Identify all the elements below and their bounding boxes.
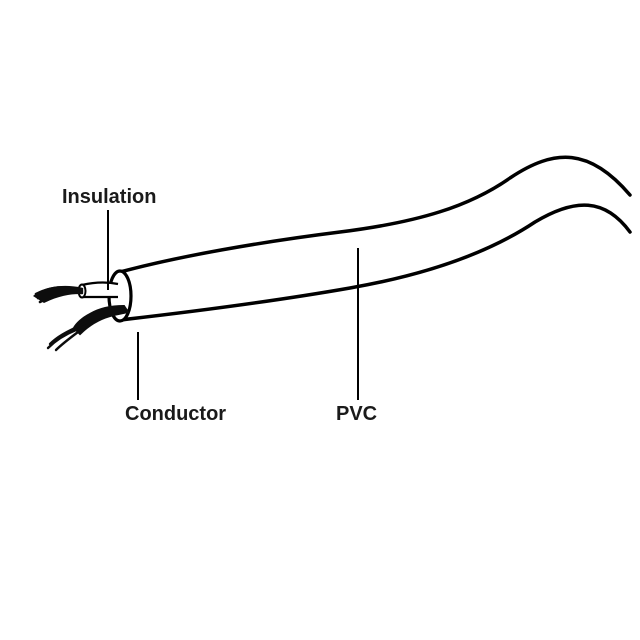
label-insulation: Insulation bbox=[62, 186, 156, 208]
label-pvc: PVC bbox=[336, 403, 377, 425]
upper-wire bbox=[33, 283, 118, 303]
jacket-bottom-edge bbox=[120, 205, 630, 320]
cable-cutaway-diagram: Insulation Conductor PVC bbox=[0, 0, 640, 640]
label-conductor: Conductor bbox=[125, 403, 226, 425]
jacket-top-edge bbox=[120, 157, 630, 272]
lower-wire bbox=[48, 306, 128, 350]
